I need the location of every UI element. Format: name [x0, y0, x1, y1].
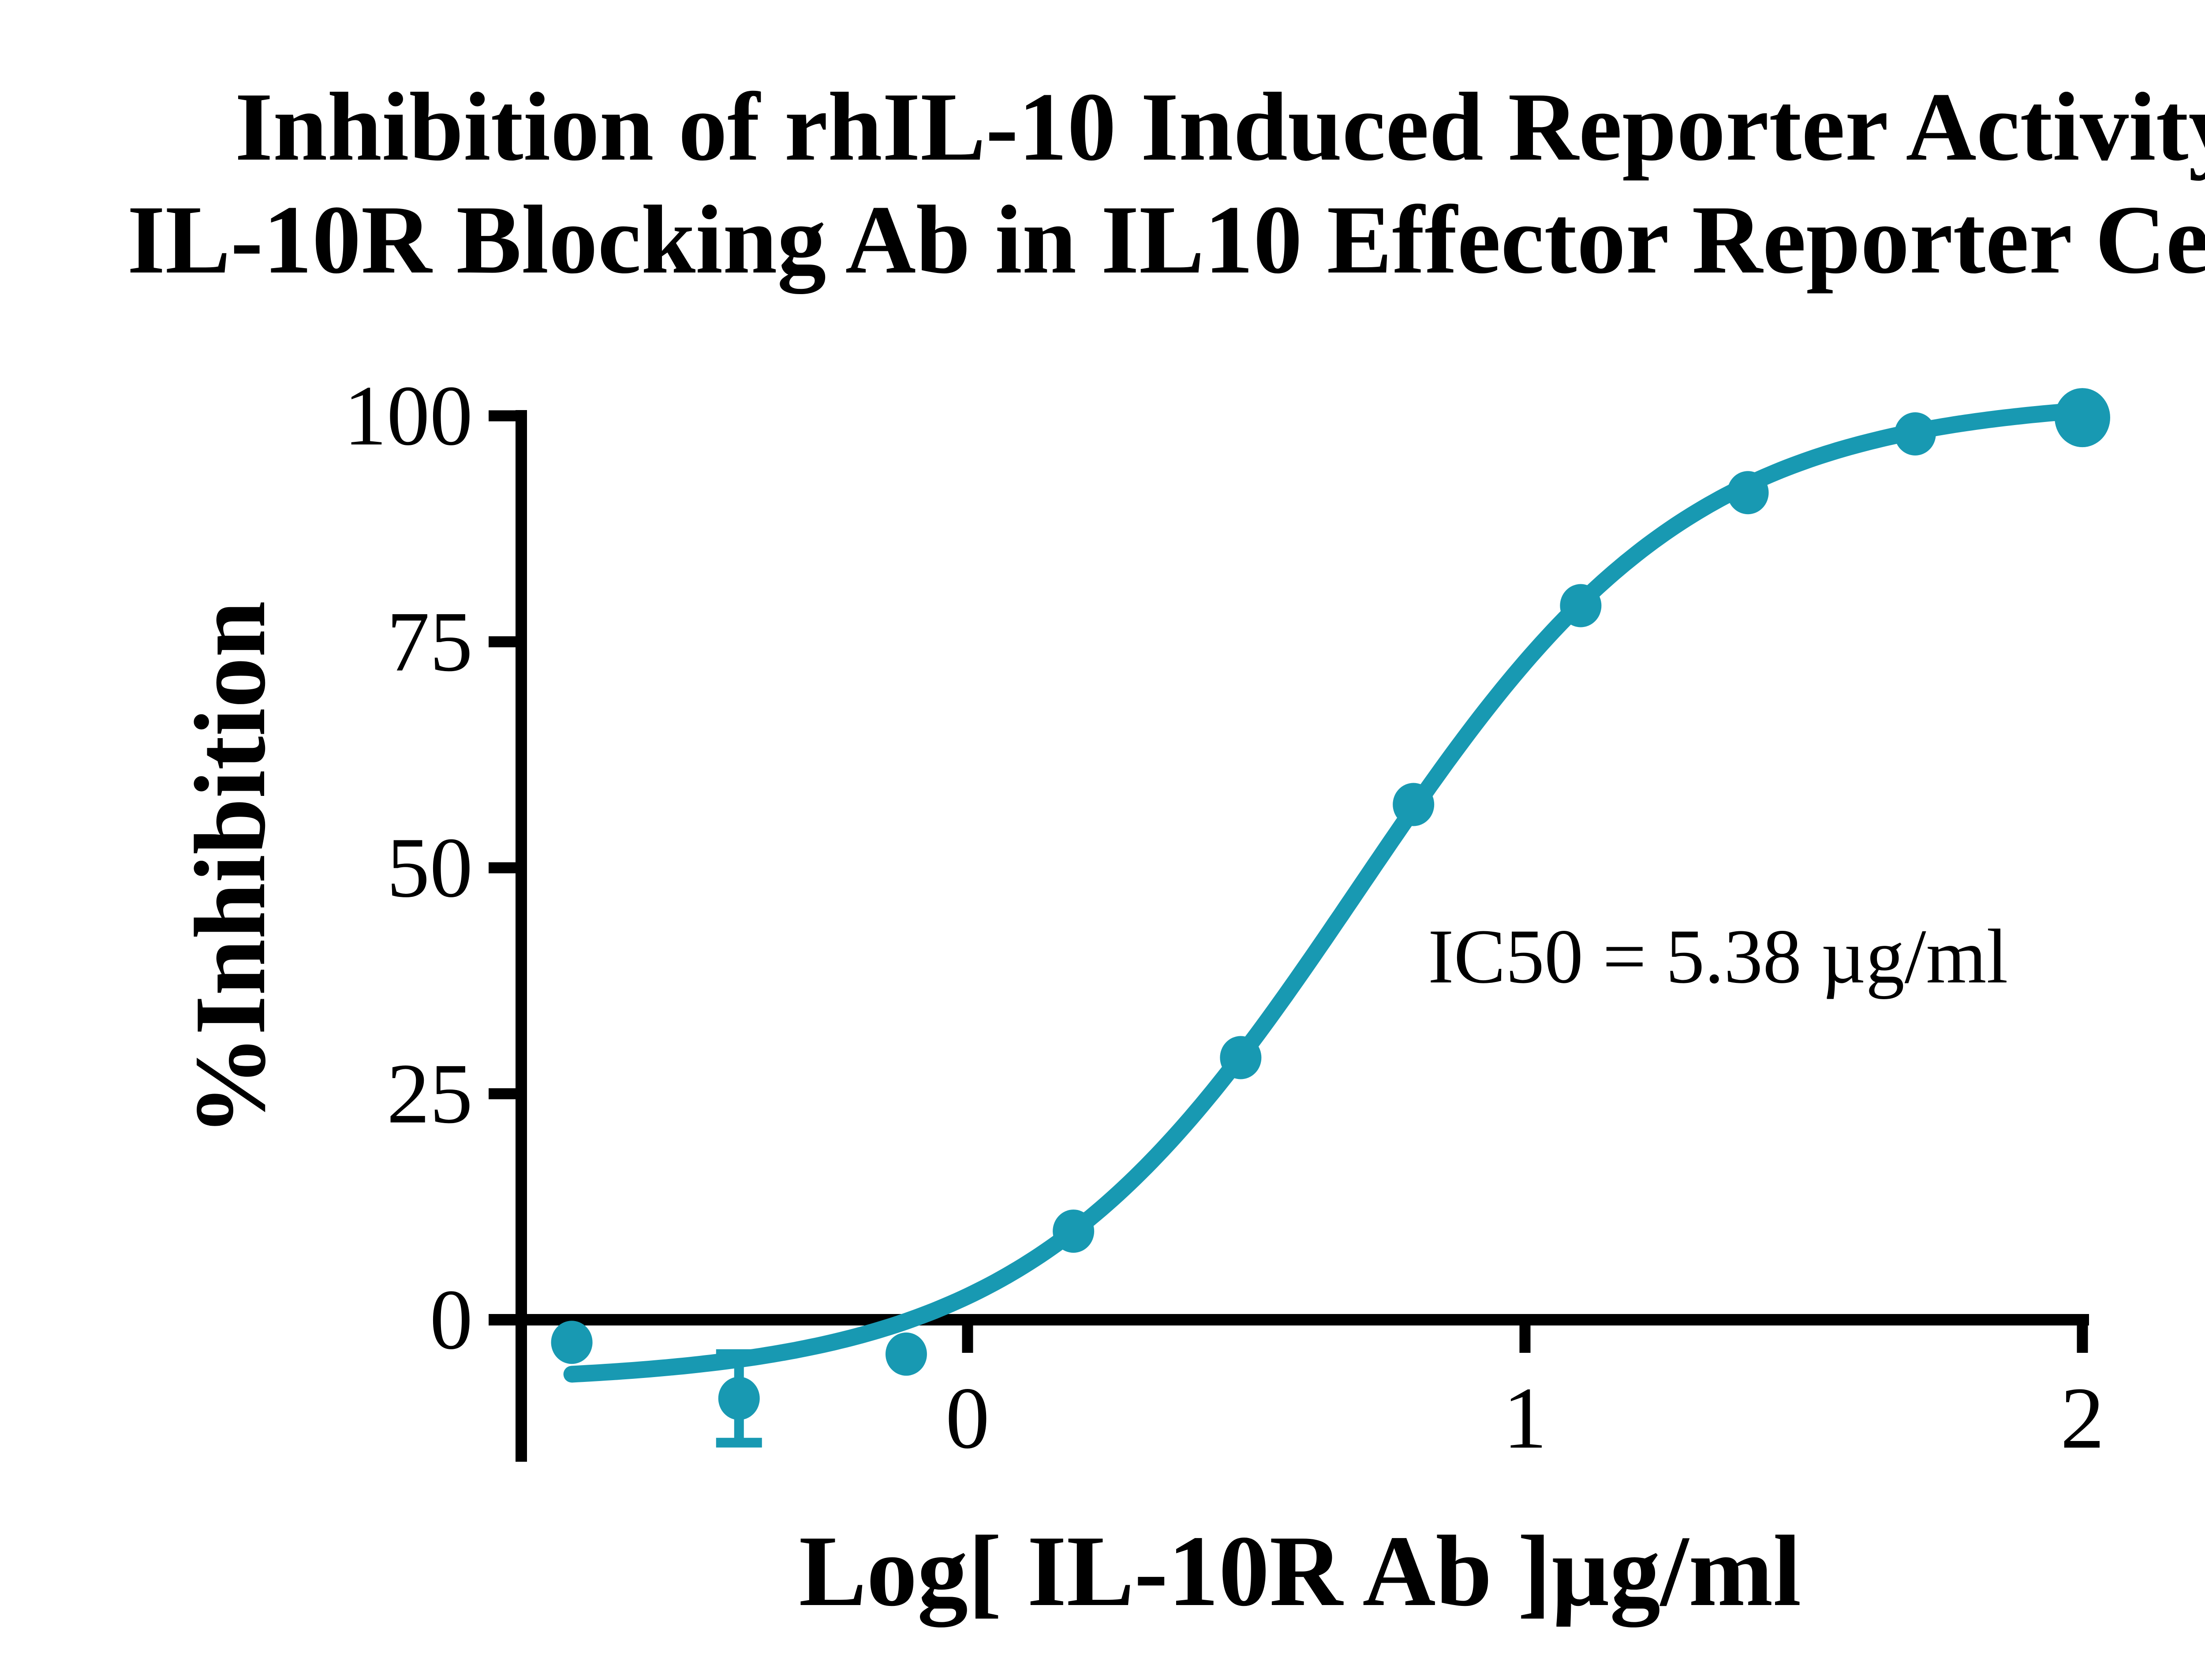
x-tick-label: 0 — [946, 1370, 990, 1467]
data-point — [1393, 783, 1435, 826]
chart-title-line-2: IL-10R Blocking Ab in IL10 Effector Repo… — [127, 186, 2205, 294]
data-point — [1560, 584, 1602, 627]
data-point — [885, 1332, 927, 1376]
data-point — [1727, 471, 1769, 515]
ic50-annotation: IC50 = 5.38 µg/ml — [1428, 914, 2008, 1000]
data-point — [718, 1377, 760, 1420]
data-point — [1053, 1210, 1095, 1253]
fit-curve — [563, 402, 2091, 1383]
y-tick-label: 100 — [344, 368, 473, 463]
y-tick-label: 25 — [387, 1046, 473, 1142]
y-tick-label: 0 — [430, 1272, 473, 1367]
y-tick-label: 50 — [387, 820, 473, 915]
data-point — [1894, 412, 1936, 455]
chart-title-line-1: Inhibition of rhIL-10 Induced Reporter A… — [235, 73, 2205, 181]
x-axis-label: Log[ IL-10R Ab ]µg/ml — [799, 1515, 1801, 1627]
chart-title: Inhibition of rhIL-10 Induced Reporter A… — [0, 71, 2205, 296]
data-point — [551, 1321, 593, 1364]
data-point — [1220, 1036, 1262, 1079]
x-tick-label: 1 — [1503, 1370, 1547, 1467]
data-point — [2055, 388, 2110, 448]
y-tick-label: 75 — [387, 594, 473, 690]
x-tick-label: 2 — [2060, 1370, 2104, 1467]
